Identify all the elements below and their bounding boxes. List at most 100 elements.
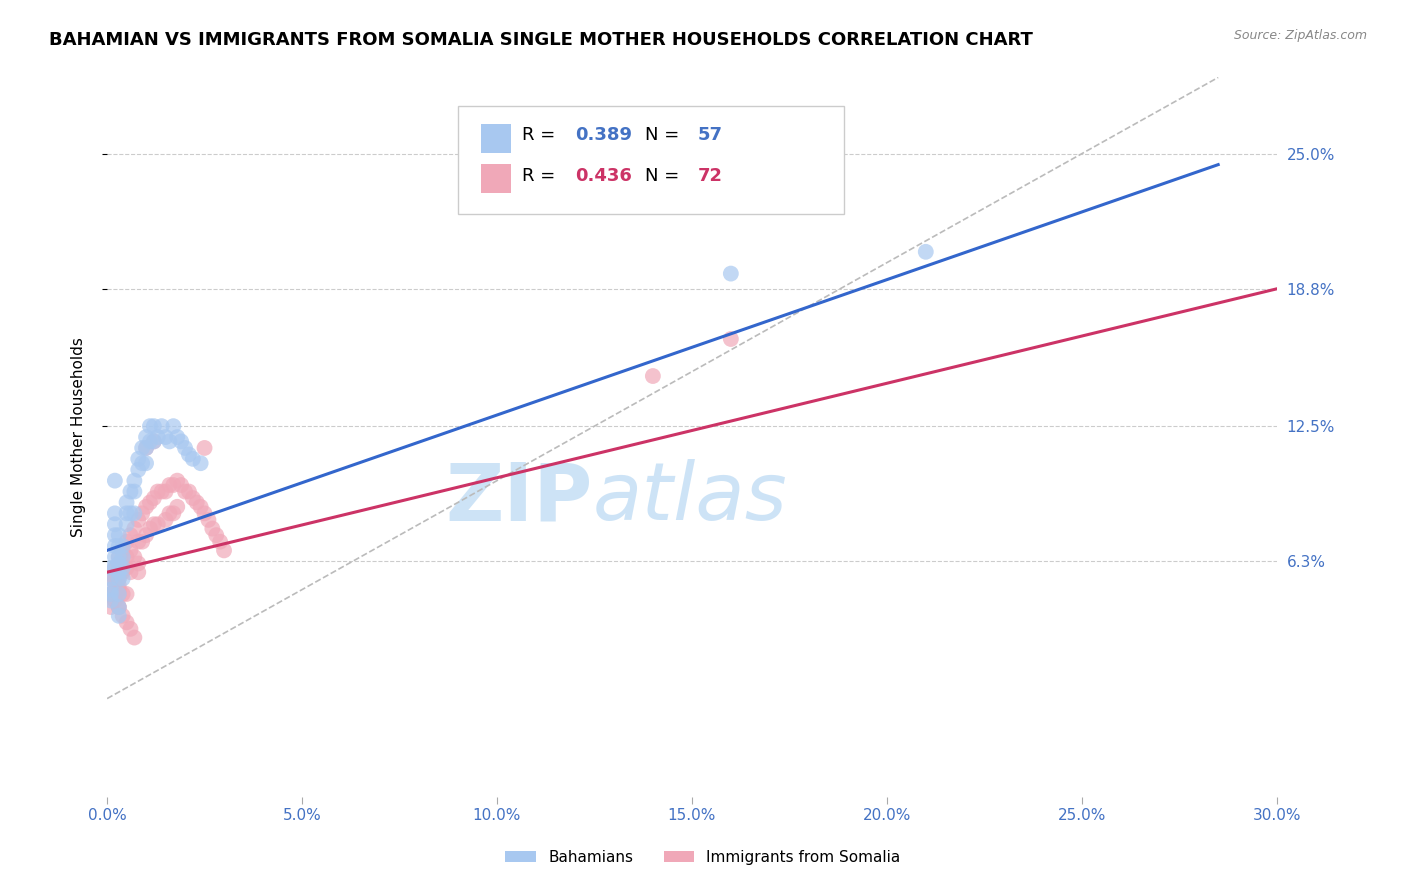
Point xyxy=(111,549,134,564)
Point xyxy=(115,495,138,509)
Point xyxy=(115,549,138,564)
Point xyxy=(107,572,129,586)
Point xyxy=(124,484,146,499)
Point xyxy=(107,561,129,575)
Point xyxy=(193,441,215,455)
Point xyxy=(104,561,127,575)
Bar xyxy=(481,124,510,153)
Point xyxy=(104,517,127,532)
Point xyxy=(100,587,122,601)
Point xyxy=(181,451,204,466)
Point xyxy=(131,441,153,455)
Point xyxy=(100,572,122,586)
Text: BAHAMIAN VS IMMIGRANTS FROM SOMALIA SINGLE MOTHER HOUSEHOLDS CORRELATION CHART: BAHAMIAN VS IMMIGRANTS FROM SOMALIA SING… xyxy=(49,31,1033,49)
Point xyxy=(139,495,162,509)
Point xyxy=(209,534,232,549)
Point xyxy=(146,484,169,499)
Point xyxy=(107,600,129,615)
Point xyxy=(170,478,193,492)
Point xyxy=(162,419,184,434)
Point xyxy=(177,448,200,462)
Text: 72: 72 xyxy=(697,167,723,185)
Point xyxy=(142,491,165,505)
Point xyxy=(135,430,157,444)
Point xyxy=(159,434,181,449)
Point xyxy=(111,557,134,571)
Point xyxy=(205,528,228,542)
Point xyxy=(107,587,129,601)
Point xyxy=(720,332,742,346)
Point xyxy=(104,593,127,607)
Point xyxy=(107,600,129,615)
Point xyxy=(131,534,153,549)
Point xyxy=(100,561,122,575)
Point xyxy=(100,572,122,586)
Point xyxy=(100,593,122,607)
Point xyxy=(131,506,153,520)
Point xyxy=(174,441,197,455)
Point xyxy=(104,561,127,575)
Y-axis label: Single Mother Households: Single Mother Households xyxy=(72,337,86,537)
Point xyxy=(120,506,142,520)
Point xyxy=(107,549,129,564)
Point xyxy=(142,434,165,449)
Point xyxy=(115,561,138,575)
Point xyxy=(162,506,184,520)
Point xyxy=(111,539,134,553)
Point xyxy=(107,565,129,579)
Point xyxy=(641,369,664,384)
Point xyxy=(107,582,129,597)
Point xyxy=(190,500,212,514)
Point xyxy=(111,608,134,623)
Point xyxy=(142,434,165,449)
Point xyxy=(111,565,134,579)
Point xyxy=(104,506,127,520)
Point xyxy=(107,608,129,623)
Point xyxy=(166,500,188,514)
Point xyxy=(100,587,122,601)
Point xyxy=(107,528,129,542)
Point xyxy=(150,484,173,499)
Point xyxy=(115,534,138,549)
Point xyxy=(107,572,129,586)
Point xyxy=(131,456,153,470)
Point xyxy=(124,631,146,645)
Point xyxy=(107,578,129,592)
Point xyxy=(155,513,177,527)
Point xyxy=(120,484,142,499)
Text: Source: ZipAtlas.com: Source: ZipAtlas.com xyxy=(1233,29,1367,42)
Text: N =: N = xyxy=(645,167,685,185)
Point xyxy=(135,441,157,455)
Point xyxy=(139,419,162,434)
Text: ZIP: ZIP xyxy=(446,459,592,537)
Point xyxy=(146,430,169,444)
Point xyxy=(170,434,193,449)
Point xyxy=(127,557,149,571)
Point xyxy=(115,517,138,532)
Text: 0.436: 0.436 xyxy=(575,167,631,185)
Point xyxy=(107,549,129,564)
Point xyxy=(124,506,146,520)
Point xyxy=(186,495,208,509)
Point xyxy=(115,587,138,601)
Point xyxy=(124,549,146,564)
Point xyxy=(120,565,142,579)
Point xyxy=(197,513,219,527)
Point xyxy=(142,419,165,434)
Point xyxy=(174,484,197,499)
Text: R =: R = xyxy=(522,126,561,144)
Point xyxy=(115,615,138,630)
Point xyxy=(166,474,188,488)
Point xyxy=(190,456,212,470)
Point xyxy=(124,522,146,536)
Point xyxy=(127,565,149,579)
Point xyxy=(104,582,127,597)
Point xyxy=(120,528,142,542)
Text: 57: 57 xyxy=(697,126,723,144)
Text: N =: N = xyxy=(645,126,685,144)
Point xyxy=(139,522,162,536)
Point xyxy=(104,474,127,488)
Point xyxy=(124,474,146,488)
FancyBboxPatch shape xyxy=(458,106,844,214)
Point xyxy=(104,572,127,586)
